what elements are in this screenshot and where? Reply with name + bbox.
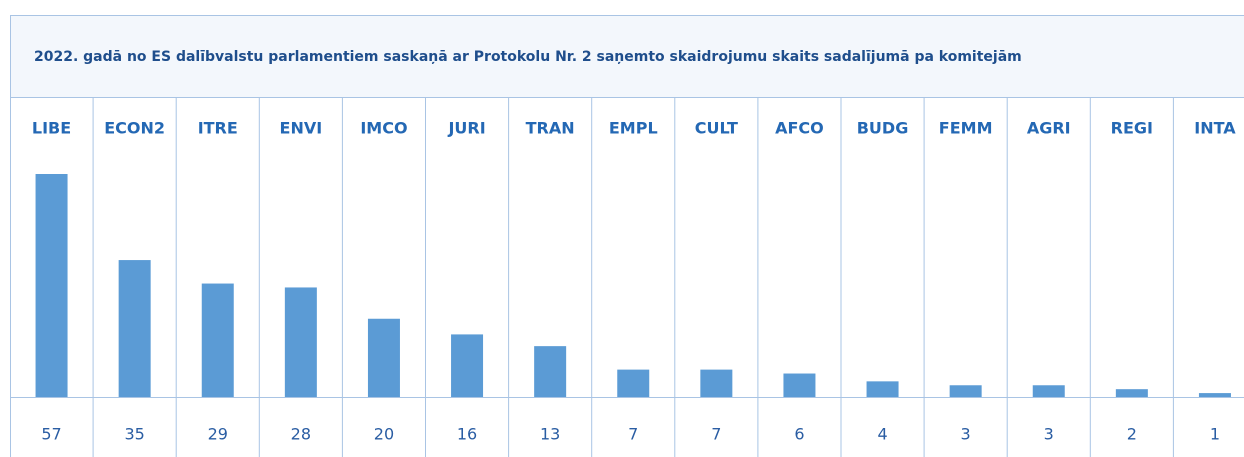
- value-label: 57: [41, 425, 61, 444]
- value-label: 20: [374, 425, 394, 444]
- value-label: 6: [794, 425, 804, 444]
- bar: [534, 346, 567, 397]
- bar: [866, 381, 899, 397]
- chart-title: 2022. gadā no ES dalībvalstu parlamentie…: [34, 49, 1022, 65]
- bar: [1115, 389, 1148, 397]
- value-label: 1: [1210, 425, 1220, 444]
- bar: [949, 385, 982, 397]
- bar: [617, 369, 650, 397]
- bar: [118, 260, 151, 397]
- category-label: ITRE: [198, 119, 238, 138]
- category-label: EMPL: [609, 119, 658, 138]
- bar: [451, 334, 484, 397]
- category-label: TRAN: [526, 119, 575, 138]
- value-label: 7: [711, 425, 721, 444]
- category-label: FEMM: [939, 119, 993, 138]
- category-label: ENVI: [280, 119, 323, 138]
- category-label: IMCO: [360, 119, 407, 138]
- value-label: 35: [124, 425, 144, 444]
- bar: [1032, 385, 1065, 397]
- value-label: 3: [1044, 425, 1054, 444]
- value-label: 16: [457, 425, 477, 444]
- title-row: [10, 15, 1244, 98]
- bar: [1198, 393, 1231, 397]
- bar: [284, 287, 317, 397]
- bar: [700, 369, 733, 397]
- category-label: LIBE: [32, 119, 71, 138]
- value-label: 2: [1127, 425, 1137, 444]
- category-label: CULT: [695, 119, 738, 138]
- value-label: 7: [628, 425, 638, 444]
- bar: [35, 174, 68, 397]
- bar: [201, 283, 234, 397]
- category-label: REGI: [1111, 119, 1153, 138]
- category-label: BUDG: [857, 119, 909, 138]
- category-label: JURI: [447, 119, 485, 138]
- category-label: ECON2: [104, 119, 165, 138]
- value-label: 13: [540, 425, 560, 444]
- category-label: AFCO: [775, 119, 824, 138]
- value-label: 4: [877, 425, 887, 444]
- value-label: 29: [208, 425, 228, 444]
- bar: [367, 318, 400, 397]
- category-label: INTA: [1194, 119, 1236, 138]
- category-label: AGRI: [1027, 119, 1071, 138]
- value-label: 3: [961, 425, 971, 444]
- value-label: 28: [291, 425, 311, 444]
- bar: [783, 373, 816, 397]
